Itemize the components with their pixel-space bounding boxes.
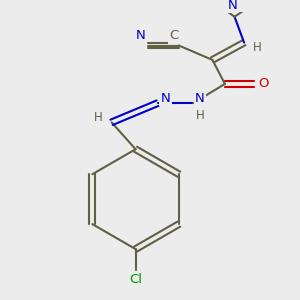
Text: N: N <box>228 0 238 12</box>
Text: C: C <box>169 29 178 42</box>
Text: N: N <box>160 92 170 105</box>
Text: N: N <box>195 92 205 105</box>
Text: H: H <box>94 111 103 124</box>
Text: N: N <box>136 29 145 42</box>
Text: H: H <box>253 41 262 54</box>
Text: H: H <box>196 109 204 122</box>
Text: O: O <box>258 77 268 90</box>
Text: Cl: Cl <box>129 273 142 286</box>
